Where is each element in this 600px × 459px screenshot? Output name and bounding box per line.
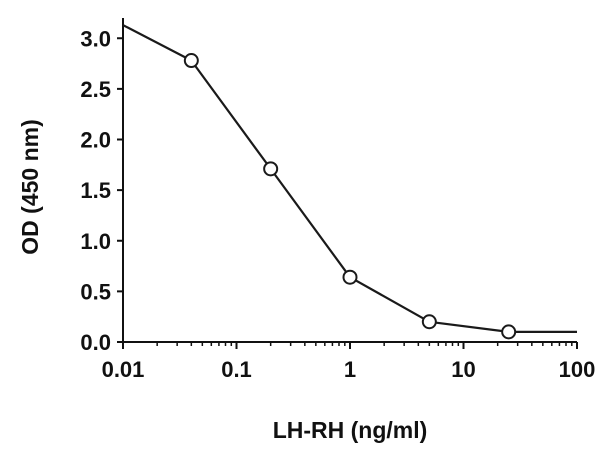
y-tick-label: 2.0 xyxy=(80,128,111,153)
x-tick-label: 0.01 xyxy=(102,357,145,382)
y-tick-label: 1.5 xyxy=(80,178,111,203)
data-point xyxy=(501,324,517,340)
data-point xyxy=(183,53,199,69)
data-point xyxy=(263,161,279,177)
x-tick-label: 0.1 xyxy=(221,357,252,382)
y-tick-label: 0.5 xyxy=(80,279,111,304)
y-tick-label: 3.0 xyxy=(80,26,111,51)
x-tick-label: 1 xyxy=(344,357,356,382)
x-axis-title: LH-RH (ng/ml) xyxy=(273,417,428,443)
data-point xyxy=(342,269,358,285)
y-axis-title: OD (450 nm) xyxy=(17,119,43,254)
y-tick-label: 1.0 xyxy=(80,229,111,254)
x-tick-label: 10 xyxy=(451,357,475,382)
x-tick-label: 100 xyxy=(559,357,596,382)
y-tick-label: 0.0 xyxy=(80,330,111,355)
data-point xyxy=(421,314,437,330)
axes xyxy=(117,18,578,349)
series-layer xyxy=(122,24,577,340)
y-tick-label: 2.5 xyxy=(80,77,111,102)
series-line xyxy=(122,24,577,333)
tick-labels: 0.0 0.5 1.0 1.5 2.0 2.5 3.0 0.01 0.1 1 10 100 xyxy=(80,26,595,382)
